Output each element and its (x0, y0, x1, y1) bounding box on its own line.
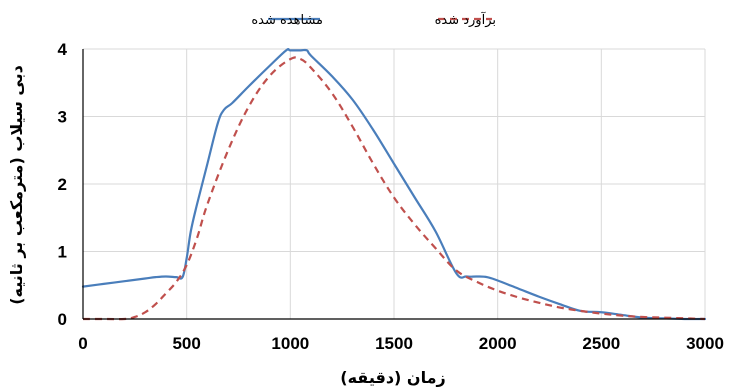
series-lines (81, 48, 707, 321)
legend: مشاهده شده برآورد شده (251, 11, 496, 28)
y-tick-labels: 0 1 2 3 4 (58, 40, 68, 329)
y-tick-label-4: 4 (58, 40, 68, 59)
x-tick-label-2: 1000 (271, 334, 309, 353)
legend-label-estimated: برآورد شده (435, 11, 496, 28)
x-tick-label-6: 3000 (686, 334, 724, 353)
x-axis-title: زمان (دقیقه) (340, 368, 445, 387)
axes (82, 49, 705, 320)
y-tick-label-0: 0 (58, 310, 67, 329)
estimated-series-line (82, 56, 706, 321)
x-tick-label-3: 1500 (375, 334, 413, 353)
y-tick-label-1: 1 (58, 243, 67, 262)
x-tick-label-0: 0 (78, 334, 87, 353)
observed-series-line (81, 48, 707, 321)
y-axis-title: دبی سیلاب (مترمکعب بر ثانیه) (7, 65, 26, 305)
grid (83, 48, 706, 319)
x-tick-label-5: 2500 (582, 334, 620, 353)
legend-label-observed: مشاهده شده (251, 13, 323, 28)
y-tick-label-3: 3 (58, 108, 67, 127)
x-tick-label-4: 2000 (479, 334, 517, 353)
y-tick-label-2: 2 (58, 175, 67, 194)
x-tick-label-1: 500 (172, 334, 200, 353)
x-tick-labels: 0 500 1000 1500 2000 2500 3000 (78, 334, 724, 353)
